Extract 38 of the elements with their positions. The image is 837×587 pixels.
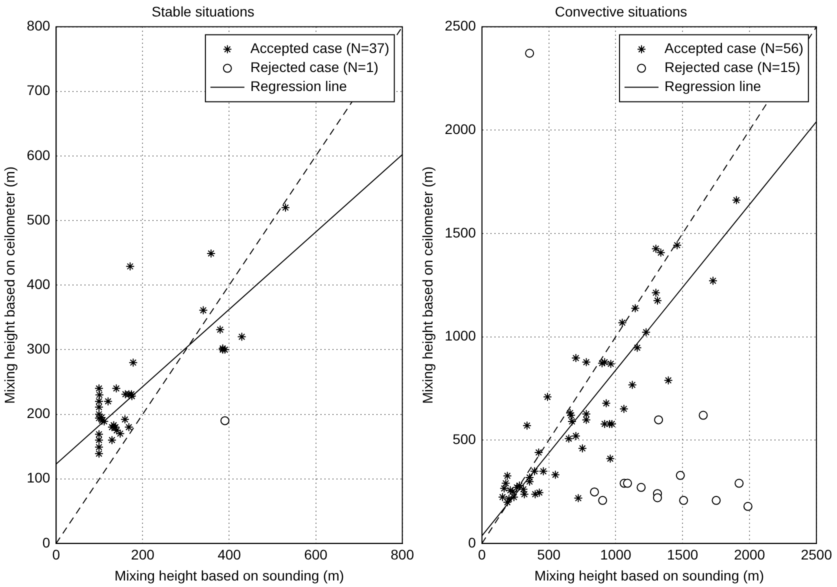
- y-tick-label: 2500: [444, 18, 476, 34]
- x-tick-label: 500: [537, 546, 561, 563]
- y-tick-label: 600: [26, 146, 50, 163]
- legend-label: Regression line: [250, 78, 348, 94]
- x-tick-label: 600: [304, 546, 328, 563]
- x-tick-label: 800: [390, 546, 414, 563]
- x-tick-label: 200: [131, 546, 155, 563]
- chart-title: Stable situations: [152, 3, 254, 20]
- legend-label: Accepted case (N=37): [250, 40, 390, 56]
- x-tick-label: 400: [218, 546, 242, 563]
- y-tick-label: 500: [26, 211, 50, 228]
- chart-title: Convective situations: [554, 3, 688, 20]
- y-tick-label: 100: [26, 470, 50, 486]
- y-tick-label: 200: [26, 405, 50, 422]
- x-tick-label: 1500: [667, 546, 698, 563]
- y-tick-label: 0: [42, 534, 50, 550]
- y-tick-label: 1000: [444, 328, 476, 344]
- y-tick-label: 700: [26, 82, 50, 98]
- y-tick-label: 1500: [444, 224, 476, 240]
- y-tick-label: 500: [452, 430, 476, 447]
- x-tick-label: 1000: [600, 546, 632, 563]
- legend-label: Accepted case (N=56): [664, 40, 804, 56]
- y-tick-label: 0: [468, 534, 476, 550]
- y-tick-label: 300: [26, 340, 50, 357]
- legend-label: Rejected case (N=1): [250, 59, 378, 76]
- y-axis-title: Mixing height based on ceilometer (m): [419, 166, 436, 404]
- x-tick-label: 2500: [800, 546, 832, 563]
- x-tick-label: 0: [478, 546, 486, 563]
- x-tick-label: 0: [52, 546, 60, 563]
- legend-label: Regression line: [664, 78, 762, 94]
- x-axis-title: Mixing height based on sounding (m): [114, 567, 344, 584]
- y-axis-title: Mixing height based on ceilometer (m): [1, 166, 18, 404]
- y-tick-label: 400: [26, 276, 50, 292]
- x-axis-title: Mixing height based on sounding (m): [534, 567, 764, 584]
- y-tick-label: 800: [26, 18, 50, 34]
- legend-label: Rejected case (N=15): [664, 59, 800, 76]
- x-tick-label: 2000: [734, 546, 766, 563]
- y-tick-label: 2000: [444, 120, 476, 137]
